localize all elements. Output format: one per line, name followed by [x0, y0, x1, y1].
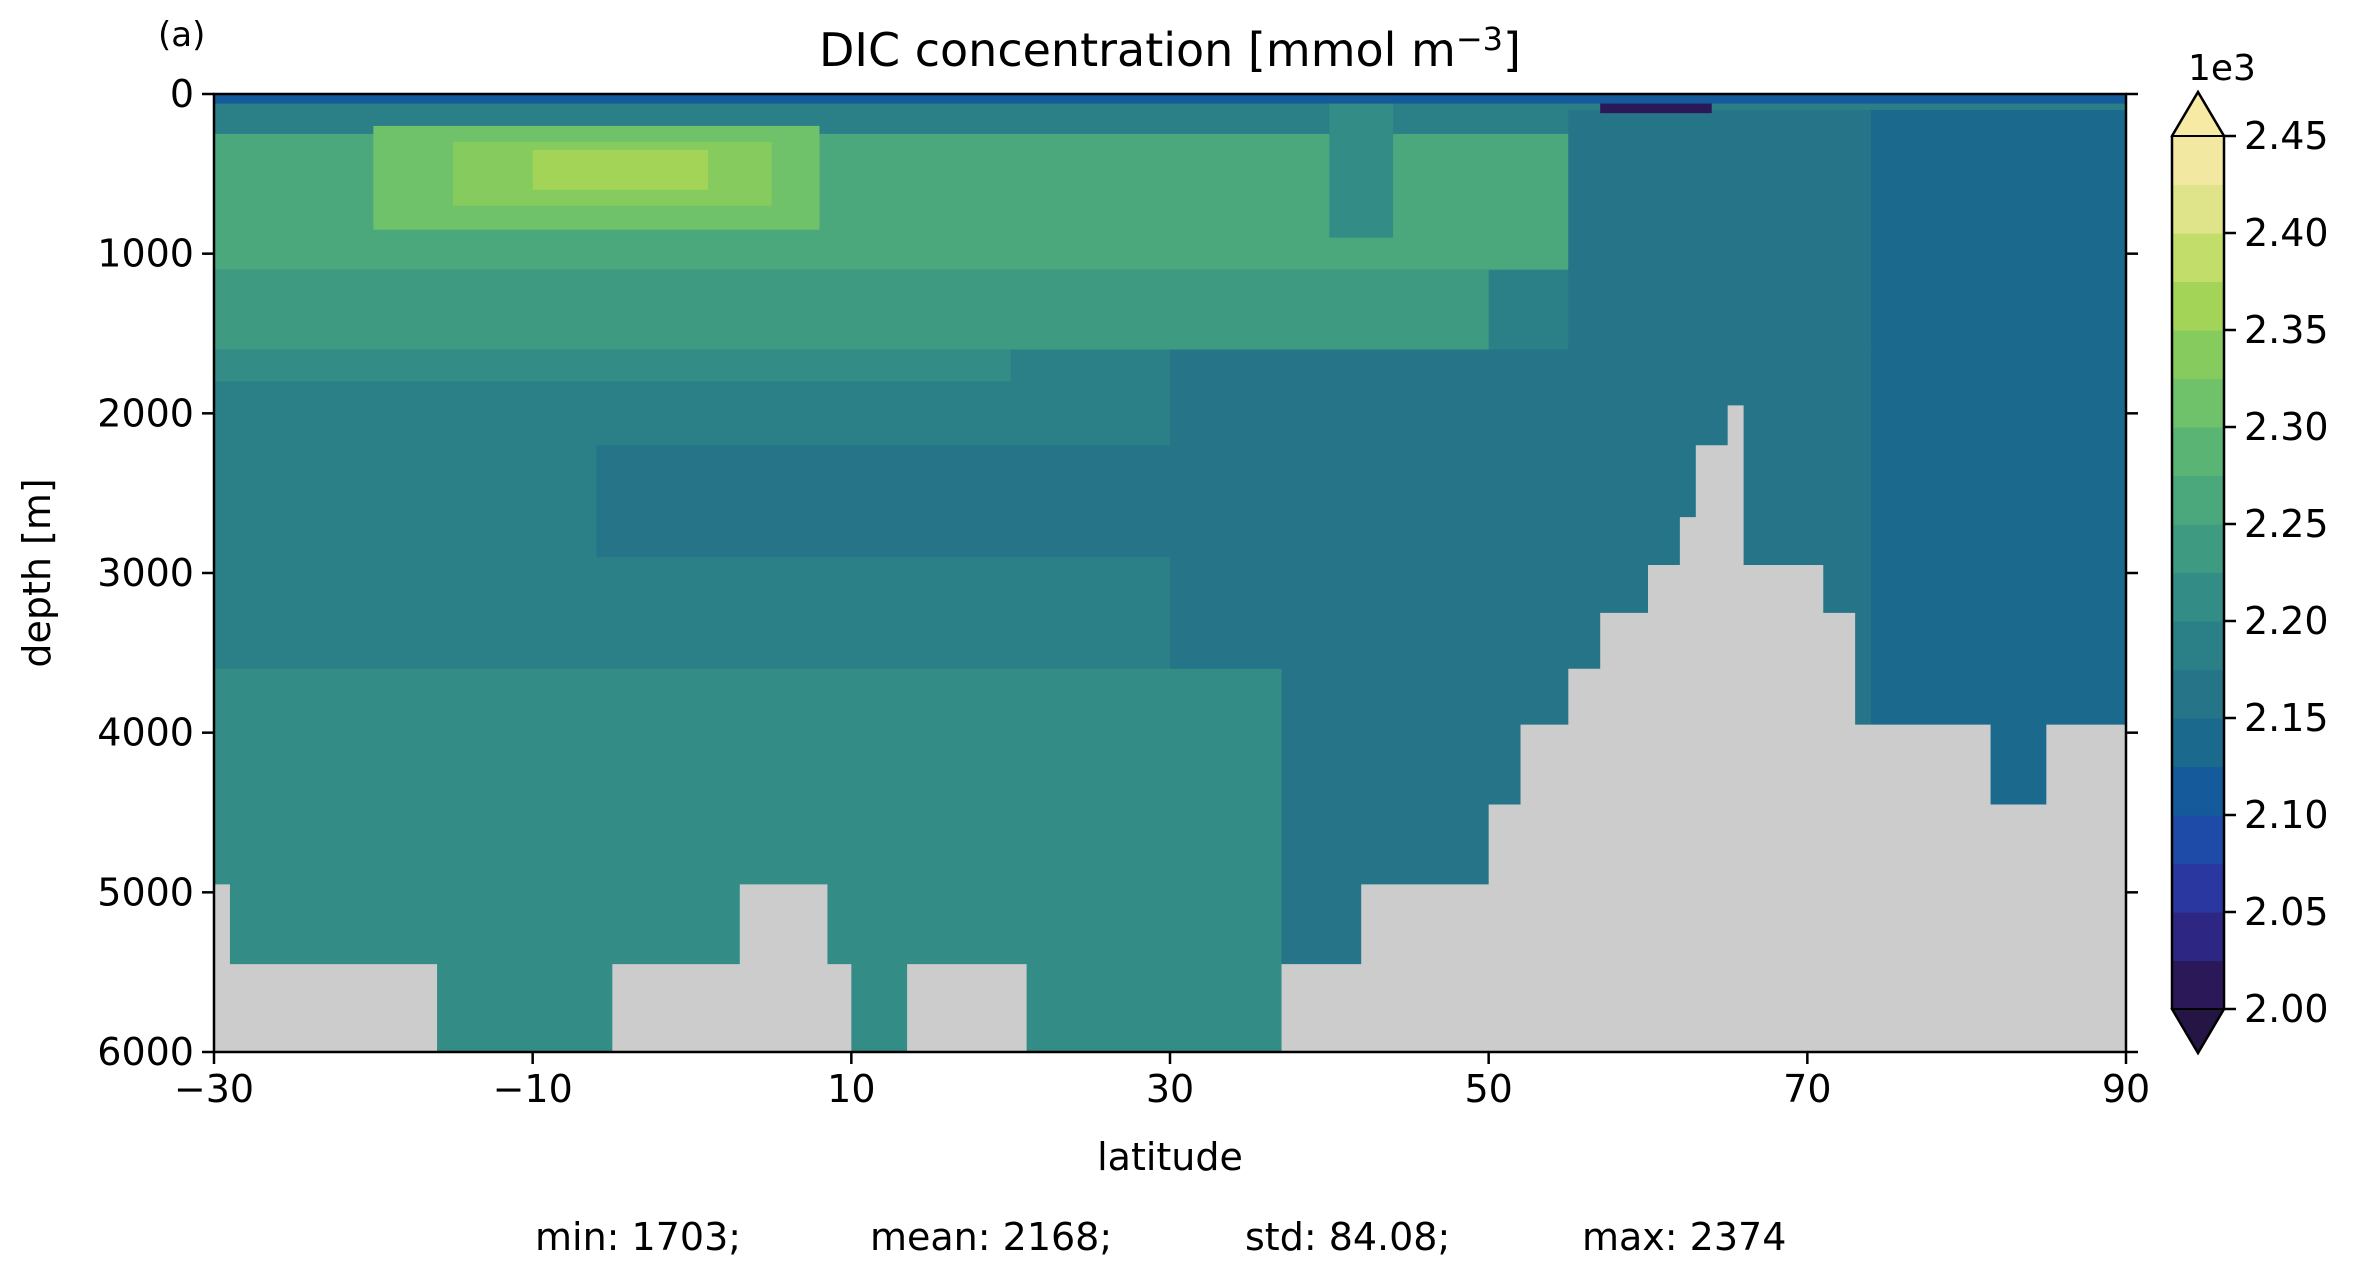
field-region-3: [214, 349, 1011, 382]
colorbar-band-6: [2172, 669, 2224, 719]
chart-title-superscript: −3: [1456, 20, 1503, 58]
chart-title: DIC concentration [mmol m−3]: [819, 20, 1521, 77]
land-polygon: [214, 405, 2126, 1053]
colorbar-band-17: [2172, 136, 2224, 186]
colorbar-band-10: [2172, 475, 2224, 525]
colorbar-tick-label-2: 2.10: [2244, 793, 2329, 837]
colorbar: 2.00 2.05 2.10 2.15 2.20 2.25 2.30 2.35 2.40 2.45: [2170, 89, 2329, 1056]
x-tick-label-2: 10: [827, 1067, 875, 1111]
y-tick-label-2: 2000: [97, 391, 194, 435]
colorbar-band-4: [2172, 766, 2224, 816]
x-axis-label: latitude: [1097, 1135, 1243, 1179]
y-axis: 0 1000 2000 3000 4000 5000 6000: [97, 72, 2138, 1074]
colorbar-band-3: [2172, 815, 2224, 865]
colorbar-tick-label-4: 2.20: [2244, 599, 2329, 643]
colorbar-band-16: [2172, 184, 2224, 234]
stat-mean: mean: 2168;: [870, 1215, 1112, 1259]
y-tick-label-0: 0: [170, 72, 194, 116]
field-region-6: [532, 149, 708, 190]
colorbar-under-arrow: [2170, 1008, 2226, 1055]
y-tick-label-5: 5000: [97, 870, 194, 914]
y-axis-label: depth [m]: [15, 478, 59, 667]
colorbar-multiplier: 1e3: [2188, 48, 2256, 89]
colorbar-band-14: [2172, 281, 2224, 331]
colorbar-band-8: [2172, 572, 2224, 622]
stat-std: std: 84.08;: [1245, 1215, 1450, 1259]
colorbar-band-1: [2172, 912, 2224, 962]
colorbar-tick-label-3: 2.15: [2244, 696, 2329, 740]
colorbar-band-5: [2172, 718, 2224, 768]
colorbar-band-9: [2172, 524, 2224, 574]
colorbar-band-2: [2172, 863, 2224, 913]
colorbar-tick-label-6: 2.30: [2244, 405, 2329, 449]
x-tick-label-4: 50: [1464, 1067, 1512, 1111]
colorbar-tick-label-7: 2.35: [2244, 308, 2329, 352]
colorbar-band-0: [2172, 960, 2224, 1010]
y-tick-label-6: 6000: [97, 1030, 194, 1074]
chart-title-main: DIC concentration [mmol m: [819, 23, 1456, 77]
colorbar-tick-label-1: 2.05: [2244, 890, 2329, 934]
colorbar-band-15: [2172, 233, 2224, 283]
colorbar-band-11: [2172, 427, 2224, 477]
x-tick-label-5: 70: [1783, 1067, 1831, 1111]
stat-min: min: 1703;: [535, 1215, 741, 1259]
x-axis: −30 −10 10 30 50 70 90: [174, 1052, 2150, 1111]
colorbar-tick-label-5: 2.25: [2244, 502, 2329, 546]
field-region-13: [1329, 94, 1394, 238]
colorbar-band-13: [2172, 330, 2224, 380]
x-tick-label-0: −30: [174, 1067, 254, 1111]
y-tick-label-3: 3000: [97, 551, 194, 595]
field-region-2: [214, 269, 1489, 350]
x-tick-label-6: 90: [2102, 1067, 2150, 1111]
y-tick-label-1: 1000: [97, 232, 194, 276]
land-bathymetry: [214, 405, 2126, 1053]
colorbar-band-12: [2172, 378, 2224, 428]
stats-line: min: 1703; mean: 2168; std: 84.08; max: …: [535, 1215, 1786, 1259]
x-tick-label-1: −10: [493, 1067, 573, 1111]
stat-max: max: 2374: [1582, 1215, 1786, 1259]
colorbar-over-arrow: [2170, 90, 2226, 137]
y-tick-label-4: 4000: [97, 711, 194, 755]
field-region-15: [214, 94, 2126, 104]
colorbar-band-7: [2172, 621, 2224, 671]
colorbar-tick-label-9: 2.45: [2244, 114, 2329, 158]
panel-label: (a): [158, 15, 205, 55]
colorbar-tick-label-0: 2.00: [2244, 987, 2329, 1031]
colorbar-tick-label-8: 2.40: [2244, 211, 2329, 255]
chart-title-end: ]: [1503, 23, 1521, 77]
x-tick-label-3: 30: [1146, 1067, 1194, 1111]
